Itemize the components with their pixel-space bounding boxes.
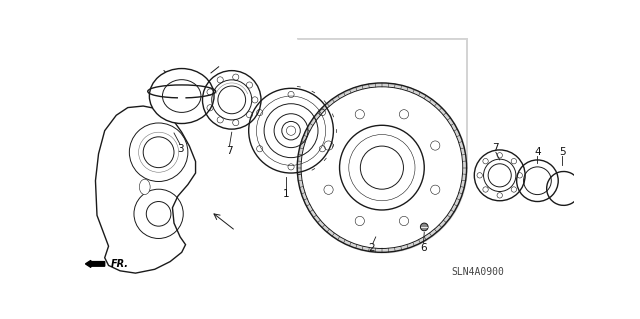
Text: 5: 5 <box>559 147 565 157</box>
FancyArrow shape <box>86 260 105 267</box>
Polygon shape <box>95 106 196 273</box>
Text: 7: 7 <box>493 143 499 153</box>
Text: 6: 6 <box>420 243 427 253</box>
Text: 4: 4 <box>534 147 541 157</box>
Text: 1: 1 <box>282 189 289 199</box>
Circle shape <box>420 223 428 231</box>
Ellipse shape <box>149 69 214 123</box>
Text: 7: 7 <box>226 146 233 156</box>
Circle shape <box>164 115 168 120</box>
Text: SLN4A0900: SLN4A0900 <box>451 267 504 277</box>
Text: 3: 3 <box>177 144 184 154</box>
Text: 2: 2 <box>368 243 374 254</box>
Ellipse shape <box>140 179 150 195</box>
Polygon shape <box>301 87 463 249</box>
Text: FR.: FR. <box>111 259 129 269</box>
Ellipse shape <box>163 80 201 112</box>
